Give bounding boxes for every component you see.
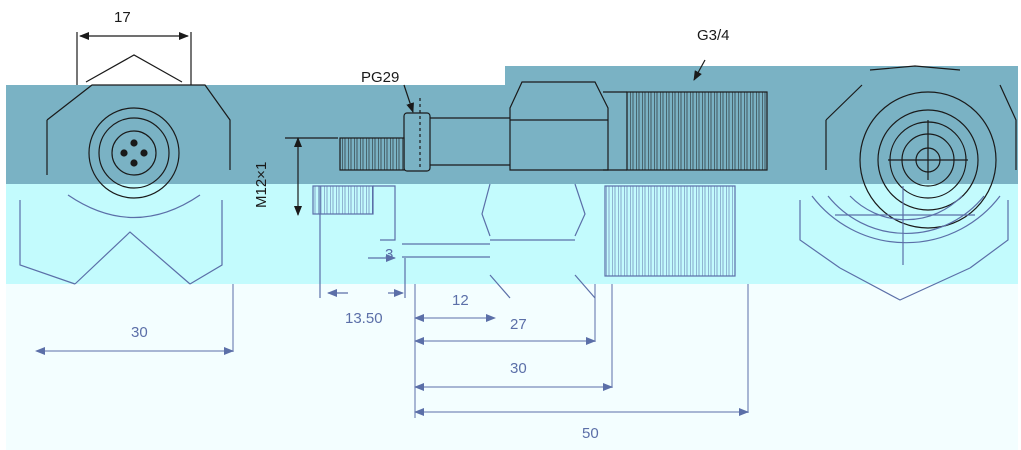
- label-thread-g: G3/4: [697, 27, 730, 44]
- overlay-band-pale: [6, 284, 1018, 450]
- overlay-band-top: [505, 66, 1018, 85]
- label-port: PG29: [361, 69, 399, 86]
- left-end-view-lower: [19, 194, 223, 285]
- right-end-view-lower: [799, 186, 1009, 301]
- right-end-view: [825, 65, 1017, 229]
- label-thread-m: M12×1: [253, 162, 270, 208]
- dim-50: 50: [582, 425, 599, 442]
- overlay-band-light: [6, 184, 1018, 284]
- dim-13-50: 13.50: [345, 310, 383, 327]
- dim-30-right: 30: [510, 360, 527, 377]
- dim-top-width: 17: [114, 9, 131, 26]
- dim-27: 27: [510, 316, 527, 333]
- dimension-lines: [35, 284, 749, 418]
- side-view-lower: [312, 183, 736, 299]
- dim-12: 12: [452, 292, 469, 309]
- side-view: [285, 59, 768, 216]
- left-end-view: [46, 32, 231, 199]
- dim-30-left: 30: [131, 324, 148, 341]
- dim-thread-len: 3: [385, 246, 393, 263]
